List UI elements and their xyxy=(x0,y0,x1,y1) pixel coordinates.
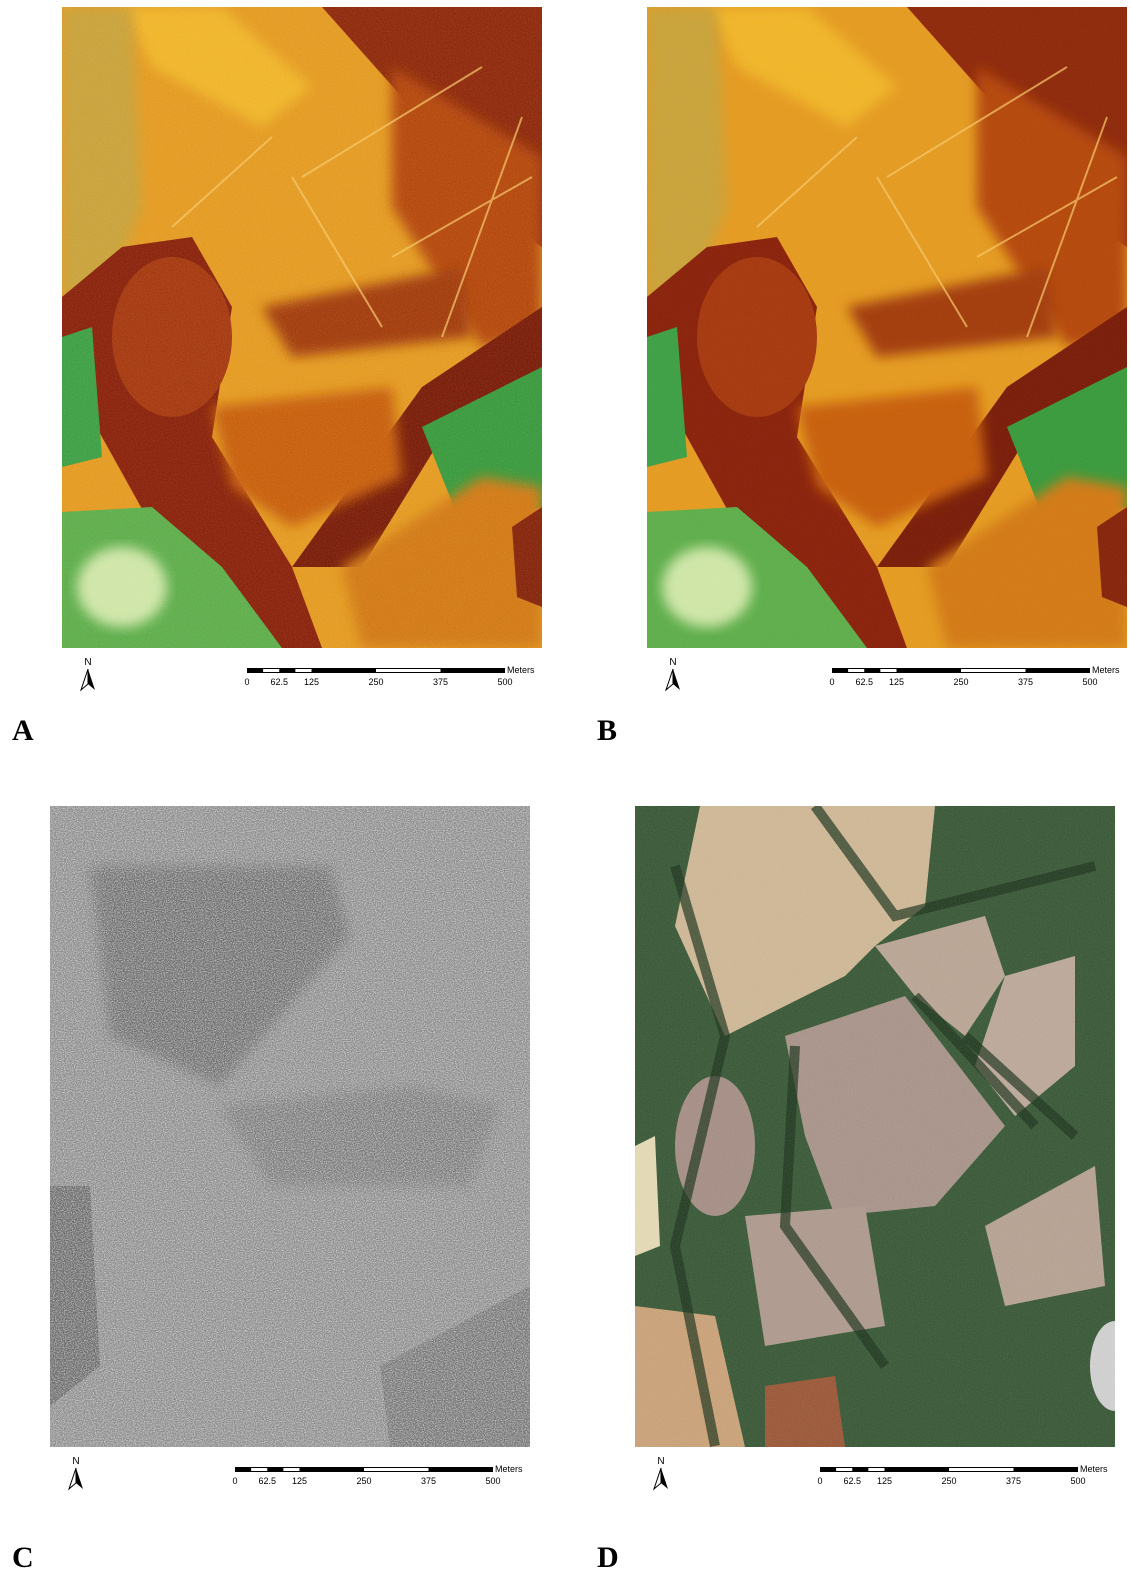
scale-segment xyxy=(263,669,279,672)
map-image xyxy=(635,806,1131,1447)
north-arrow xyxy=(88,669,95,690)
scale-segment xyxy=(283,1468,299,1471)
scale-tick-label: 250 xyxy=(941,1476,956,1486)
scale-tick-label: 125 xyxy=(889,677,904,687)
scale-segment xyxy=(295,669,311,672)
scale-tick-label: 0 xyxy=(232,1476,237,1486)
scale-segment xyxy=(880,669,896,672)
scale-tick-label: 500 xyxy=(485,1476,500,1486)
scale-tick-label: 375 xyxy=(421,1476,436,1486)
figure: N 0 62.5 125 250 375 500 Meters A N 0 62.5 125 250 375… xyxy=(0,0,1131,1573)
north-arrow xyxy=(654,1468,661,1489)
texture xyxy=(62,7,542,648)
scale-tick-label: 62.5 xyxy=(270,677,288,687)
scale-unit: Meters xyxy=(507,665,535,675)
scale-tick-label: 125 xyxy=(304,677,319,687)
scale-tick-label: 500 xyxy=(497,677,512,687)
north-arrow xyxy=(661,1468,668,1489)
scale-tick-label: 125 xyxy=(292,1476,307,1486)
scale-tick-label: 500 xyxy=(1082,677,1097,687)
north-label: N xyxy=(84,657,91,668)
scale-tick-label: 250 xyxy=(356,1476,371,1486)
texture xyxy=(647,7,1127,648)
north-label: N xyxy=(657,1456,664,1467)
scale-segment xyxy=(961,669,1026,672)
scale-tick-label: 0 xyxy=(244,677,249,687)
texture xyxy=(50,806,530,1447)
scale-tick-label: 250 xyxy=(368,677,383,687)
scale-tick-label: 0 xyxy=(817,1476,822,1486)
scale-unit: Meters xyxy=(495,1464,523,1474)
north-arrow xyxy=(76,1468,83,1489)
scale-segment xyxy=(868,1468,884,1471)
texture xyxy=(635,806,1115,1447)
north-arrow xyxy=(673,669,680,690)
scale-segment xyxy=(836,1468,852,1471)
scale-segment xyxy=(376,669,441,672)
panel-label: D xyxy=(597,1541,619,1573)
scale-unit: Meters xyxy=(1080,1464,1108,1474)
north-arrow xyxy=(69,1468,76,1489)
map-image xyxy=(647,7,1127,648)
scale-tick-label: 375 xyxy=(1018,677,1033,687)
scale-tick-label: 500 xyxy=(1070,1476,1085,1486)
panel-label: C xyxy=(12,1541,34,1573)
scale-tick-label: 250 xyxy=(953,677,968,687)
scale-unit: Meters xyxy=(1092,665,1120,675)
scale-tick-label: 125 xyxy=(877,1476,892,1486)
scale-segment xyxy=(364,1468,429,1471)
panel-label: B xyxy=(597,714,617,747)
scale-tick-label: 375 xyxy=(433,677,448,687)
scale-tick-label: 375 xyxy=(1006,1476,1021,1486)
north-arrow xyxy=(81,669,88,690)
scale-segment xyxy=(848,669,864,672)
north-label: N xyxy=(72,1456,79,1467)
north-label: N xyxy=(669,657,676,668)
scale-tick-label: 62.5 xyxy=(843,1476,861,1486)
page: N 0 62.5 125 250 375 500 Meters A N 0 62.5 125 250 375… xyxy=(0,0,1131,1573)
panel-label: A xyxy=(12,714,34,747)
map-image xyxy=(50,806,530,1447)
scale-tick-label: 0 xyxy=(829,677,834,687)
scale-tick-label: 62.5 xyxy=(855,677,873,687)
north-arrow xyxy=(666,669,673,690)
scale-segment xyxy=(251,1468,267,1471)
scale-segment xyxy=(949,1468,1014,1471)
scale-tick-label: 62.5 xyxy=(258,1476,276,1486)
map-image xyxy=(62,7,542,648)
